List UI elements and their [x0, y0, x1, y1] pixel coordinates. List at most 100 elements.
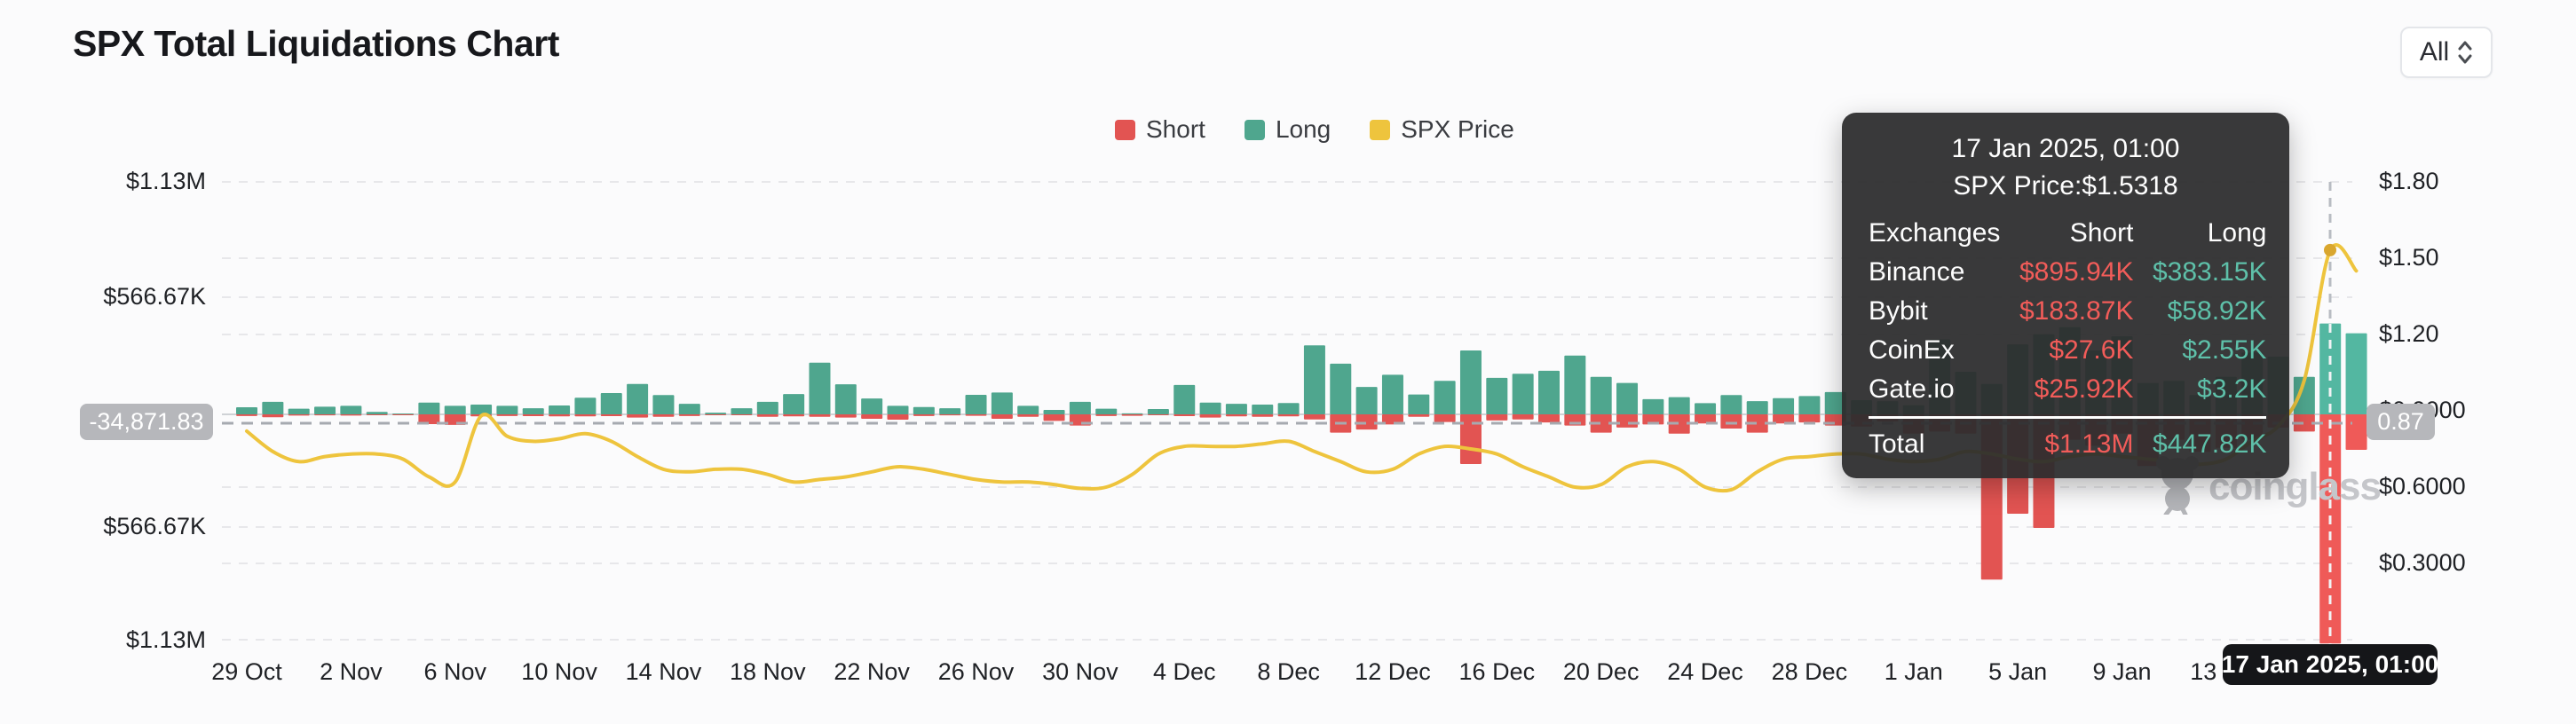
bar-short[interactable] [1277, 414, 1300, 417]
bar-long[interactable] [887, 405, 909, 414]
bar-long[interactable] [340, 405, 362, 414]
bar-long[interactable] [600, 393, 622, 414]
bar-short[interactable] [913, 414, 935, 416]
bar-long[interactable] [1095, 408, 1118, 414]
bar-short[interactable] [887, 414, 909, 420]
bar-long[interactable] [1720, 395, 1742, 414]
bar-long[interactable] [2345, 333, 2367, 414]
bar-long[interactable] [939, 408, 961, 414]
legend-item-short[interactable]: Short [1115, 115, 1205, 144]
bar-short[interactable] [705, 414, 727, 415]
bar-long[interactable] [1538, 370, 1560, 414]
bar-long[interactable] [496, 405, 518, 414]
bar-long[interactable] [1043, 409, 1065, 414]
bar-short[interactable] [392, 414, 415, 415]
bar-long[interactable] [1017, 405, 1039, 414]
bar-long[interactable] [809, 362, 831, 414]
bar-short[interactable] [1668, 414, 1690, 434]
bar-long[interactable] [1355, 387, 1378, 414]
bar-long[interactable] [418, 402, 440, 414]
bar-long[interactable] [574, 397, 597, 414]
bar-long[interactable] [1303, 345, 1325, 414]
bar-short[interactable] [600, 414, 622, 417]
bar-short[interactable] [652, 414, 675, 417]
bar-long[interactable] [1277, 403, 1300, 414]
bar-short[interactable] [236, 414, 257, 416]
bar-long[interactable] [1486, 377, 1508, 414]
bar-long[interactable] [1642, 398, 1664, 414]
bar-long[interactable] [236, 407, 257, 414]
bar-short[interactable] [1512, 414, 1534, 420]
bar-short[interactable] [418, 414, 440, 424]
bar-long[interactable] [756, 401, 778, 414]
bar-short[interactable] [991, 414, 1013, 420]
bar-short[interactable] [2293, 414, 2315, 432]
bar-short[interactable] [627, 414, 649, 418]
bar-long[interactable] [392, 413, 415, 415]
bar-short[interactable] [1199, 414, 1221, 418]
bar-short[interactable] [939, 414, 961, 416]
legend-item-spx-price[interactable]: SPX Price [1370, 115, 1514, 144]
bar-short[interactable] [1173, 414, 1196, 417]
bar-short[interactable] [1017, 414, 1039, 417]
bar-short[interactable] [522, 414, 544, 417]
bar-long[interactable] [1069, 401, 1091, 414]
bar-long[interactable] [783, 394, 805, 414]
bar-long[interactable] [1564, 355, 1586, 414]
bar-short[interactable] [1720, 414, 1742, 429]
bar-long[interactable] [444, 405, 466, 414]
bar-long[interactable] [834, 384, 857, 414]
bar-long[interactable] [470, 405, 493, 414]
bar-short[interactable] [1147, 414, 1169, 415]
bar-short[interactable] [1695, 414, 1717, 424]
bar-long[interactable] [366, 412, 388, 414]
bar-short[interactable] [262, 414, 284, 418]
bar-long[interactable] [2319, 323, 2342, 414]
bar-short[interactable] [1616, 414, 1639, 428]
bar-long[interactable] [1381, 374, 1403, 414]
bar-short[interactable] [678, 414, 700, 416]
bar-long[interactable] [678, 404, 700, 414]
bar-long[interactable] [861, 398, 883, 414]
bar-short[interactable] [2319, 414, 2342, 644]
bar-long[interactable] [522, 408, 544, 414]
bar-short[interactable] [574, 414, 597, 417]
bar-short[interactable] [366, 414, 388, 415]
bar-long[interactable] [965, 395, 987, 414]
bar-short[interactable] [1252, 414, 1274, 417]
range-selector[interactable]: All [2400, 27, 2493, 78]
bar-short[interactable] [549, 414, 571, 417]
bar-short[interactable] [1590, 414, 1612, 433]
bar-long[interactable] [288, 408, 310, 414]
bar-short[interactable] [756, 414, 778, 417]
bar-long[interactable] [1459, 350, 1482, 414]
bar-short[interactable] [1486, 414, 1508, 421]
bar-long[interactable] [1199, 402, 1221, 414]
bar-long[interactable] [1147, 409, 1169, 414]
bar-short[interactable] [1303, 414, 1325, 420]
bar-long[interactable] [1616, 382, 1639, 414]
bar-long[interactable] [1798, 396, 1821, 414]
bar-short[interactable] [314, 414, 336, 416]
legend-item-long[interactable]: Long [1244, 115, 1331, 144]
bar-long[interactable] [2293, 376, 2315, 414]
bar-long[interactable] [1695, 403, 1717, 414]
bar-short[interactable] [965, 414, 987, 416]
bar-short[interactable] [288, 414, 310, 416]
bar-short[interactable] [496, 414, 518, 416]
bar-long[interactable] [1408, 394, 1430, 414]
bar-short[interactable] [731, 414, 753, 415]
bar-long[interactable] [913, 406, 935, 414]
bar-long[interactable] [731, 408, 753, 414]
bar-short[interactable] [1095, 414, 1118, 416]
bar-long[interactable] [1668, 397, 1690, 414]
bar-long[interactable] [1824, 391, 1846, 414]
bar-long[interactable] [1225, 404, 1247, 414]
bar-long[interactable] [1512, 374, 1534, 414]
bar-short[interactable] [1408, 414, 1430, 417]
bar-long[interactable] [991, 392, 1013, 414]
bar-short[interactable] [340, 414, 362, 416]
bar-long[interactable] [652, 395, 675, 414]
bar-long[interactable] [1252, 405, 1274, 414]
bar-long[interactable] [1434, 381, 1456, 414]
